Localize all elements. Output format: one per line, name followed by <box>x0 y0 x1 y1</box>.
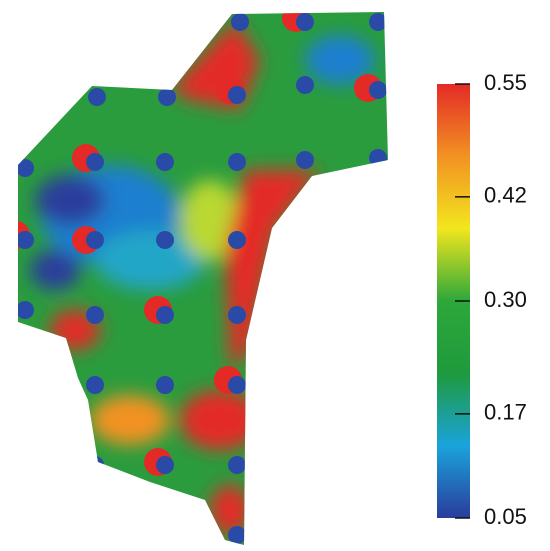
colorbar-tick-label: 0.30 <box>484 287 527 312</box>
colorbar-tick-label: 0.05 <box>484 504 527 529</box>
colorbar-tick-label: 0.55 <box>484 70 527 95</box>
field <box>18 12 388 545</box>
colorbar-tick-label: 0.17 <box>484 400 527 425</box>
colorbar-tick-label: 0.42 <box>484 183 527 208</box>
